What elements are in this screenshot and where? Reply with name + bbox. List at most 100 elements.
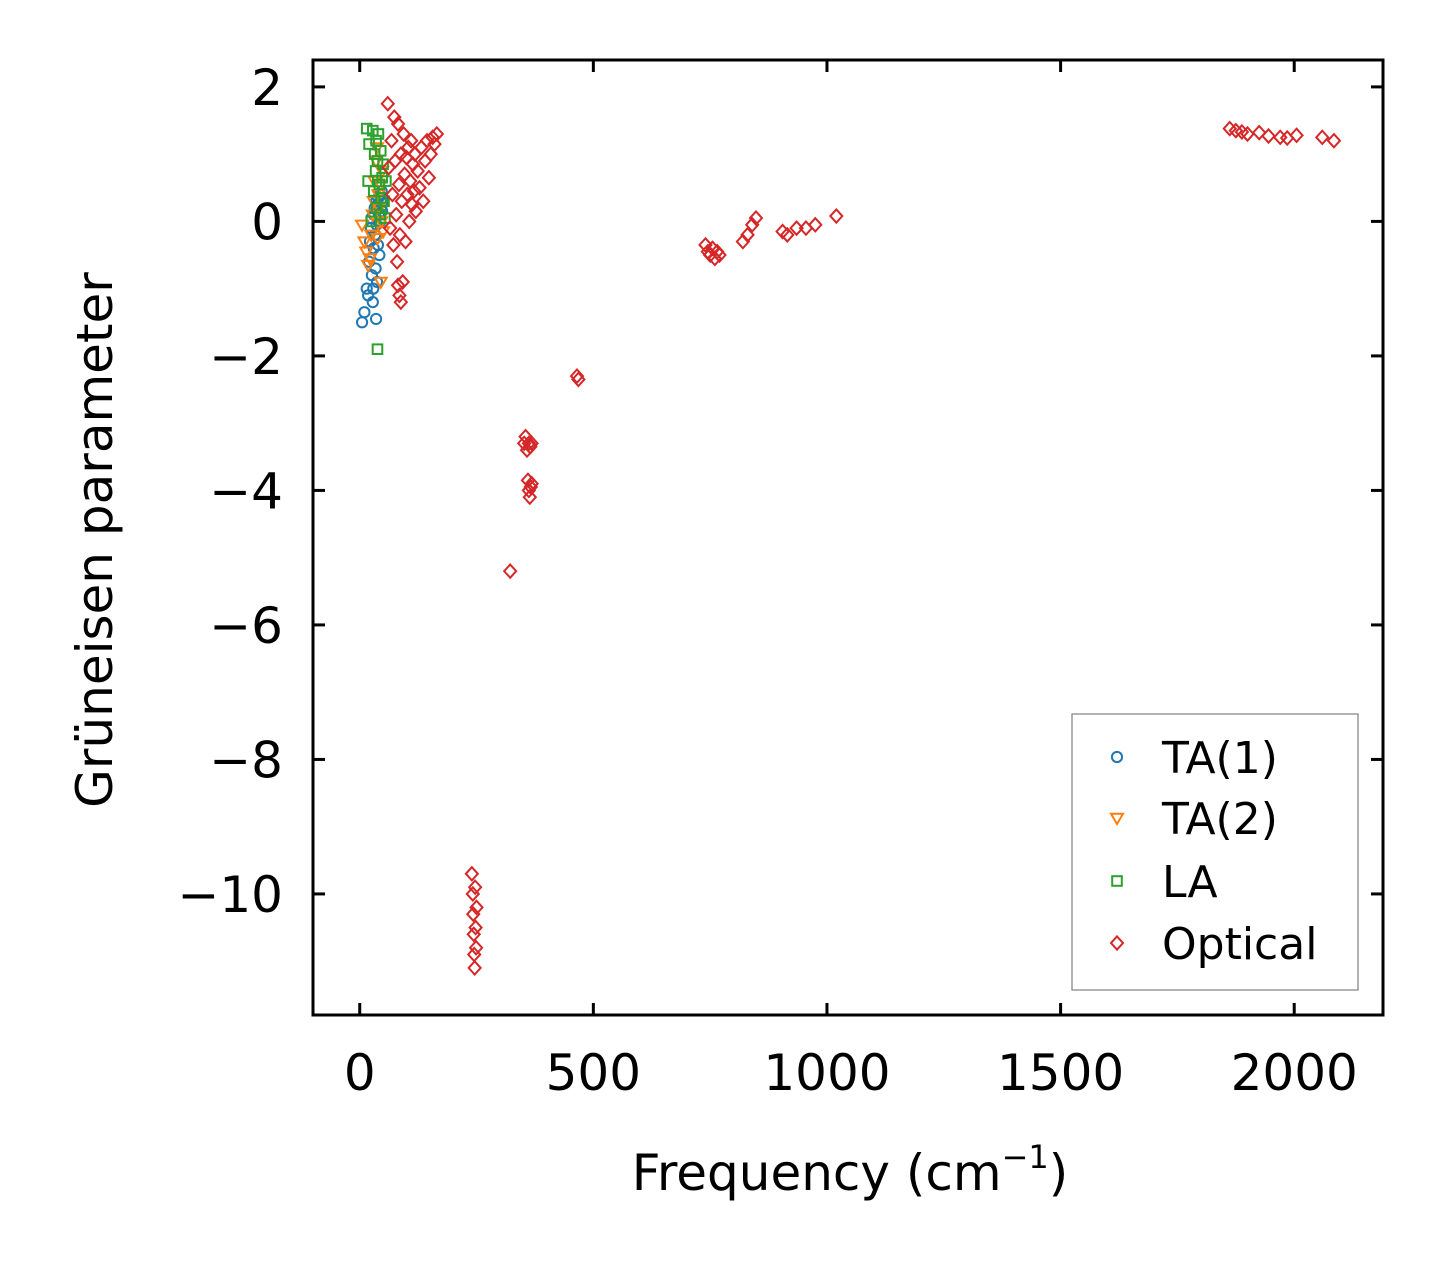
point-optical-95 [1326, 132, 1342, 149]
point-optical-38 [425, 129, 440, 146]
point-optical-88 [1240, 125, 1255, 143]
point-la-6 [368, 148, 381, 160]
point-optical-33 [415, 193, 431, 210]
point-optical-20 [400, 186, 415, 203]
point-optical-49 [467, 959, 483, 977]
point-optical-58 [521, 435, 537, 452]
point-la-16 [375, 192, 388, 204]
y-tick-label-0: 2 [251, 59, 283, 117]
x-axis-title-close: ) [1049, 1144, 1069, 1202]
point-optical-93 [1289, 127, 1304, 144]
x-axis-title-main: Frequency (cm [632, 1144, 1002, 1202]
point-optical-54 [502, 563, 518, 580]
point-optical-52 [468, 939, 484, 956]
point-optical-5 [386, 236, 401, 254]
point-la-13 [373, 178, 386, 191]
legend-label-optical: Optical [1162, 919, 1317, 970]
point-ta-2-5 [363, 229, 380, 243]
y-tick-label-2: −2 [209, 328, 283, 386]
x-tick-label-4: 2000 [1231, 1044, 1358, 1102]
legend-frame [1071, 713, 1359, 991]
point-optical-10 [390, 115, 406, 132]
point-ta-1-0 [355, 316, 369, 329]
point-la-11 [371, 343, 384, 355]
point-optical-51 [468, 919, 483, 936]
point-optical-9 [389, 253, 405, 270]
y-tick-label-5: −8 [209, 731, 283, 789]
point-optical-3 [384, 132, 399, 149]
point-optical-2 [382, 220, 398, 237]
point-ta-2-11 [369, 233, 386, 247]
legend-marker-ta-1 [1110, 750, 1124, 764]
point-ta-2-4 [362, 253, 378, 267]
point-ta-2-2 [358, 246, 375, 260]
point-ta-1-1 [358, 306, 371, 319]
point-optical-31 [412, 179, 427, 196]
point-optical-67 [571, 371, 586, 388]
x-axis-title-superscript: −1 [1002, 1138, 1049, 1176]
x-tick-label-2: 1000 [763, 1044, 890, 1102]
legend: TA(1) TA(2) LA Optical [1071, 713, 1359, 991]
axis-ticks [313, 60, 1383, 1015]
point-la-21 [380, 175, 392, 187]
legend-marker-optical [1109, 934, 1125, 952]
x-tick-label-3: 1500 [997, 1044, 1124, 1102]
point-ta-2-15 [373, 276, 389, 290]
point-optical-34 [417, 152, 433, 169]
point-optical-37 [423, 146, 439, 163]
point-optical-6 [386, 109, 402, 126]
point-optical-48 [466, 946, 482, 963]
point-optical-90 [1261, 127, 1276, 145]
point-optical-43 [390, 277, 406, 294]
point-optical-68 [698, 236, 713, 254]
legend-marker-la [1111, 875, 1123, 887]
point-optical-22 [401, 213, 417, 230]
legend-marker-ta-2 [1109, 812, 1125, 826]
legend-label-ta-1: TA(1) [1161, 733, 1278, 784]
point-la-19 [378, 195, 390, 208]
point-la-20 [379, 212, 391, 224]
point-optical-89 [1251, 124, 1267, 141]
axis-tick-labels: 0 500 1000 1500 2000 2 0 −2 −4 −6 −8 −10 [177, 59, 1357, 1102]
point-optical-44 [464, 865, 480, 882]
point-optical-39 [427, 135, 442, 153]
y-axis-title: Grüneisen parameter [66, 272, 124, 808]
point-optical-77 [744, 216, 760, 233]
data-marks [354, 95, 1342, 977]
point-optical-78 [748, 209, 764, 227]
point-optical-4 [385, 186, 400, 203]
point-optical-53 [469, 899, 484, 916]
point-optical-40 [429, 125, 445, 143]
point-optical-66 [569, 368, 585, 385]
point-optical-41 [392, 287, 407, 304]
point-la-0 [360, 122, 373, 135]
point-optical-63 [522, 489, 538, 506]
x-tick-label-0: 0 [344, 1044, 376, 1102]
point-ta-1-2 [360, 282, 373, 295]
point-optical-60 [524, 435, 540, 452]
point-ta-2-0 [354, 219, 370, 233]
point-optical-0 [380, 95, 396, 112]
point-optical-47 [466, 926, 482, 943]
point-optical-84 [828, 207, 844, 225]
point-optical-74 [712, 246, 727, 264]
point-optical-18 [398, 233, 413, 250]
point-optical-94 [1314, 129, 1330, 146]
point-optical-27 [406, 183, 422, 200]
point-optical-16 [396, 125, 411, 143]
point-optical-8 [388, 206, 404, 223]
point-optical-50 [467, 879, 483, 896]
point-optical-85 [1222, 120, 1238, 137]
y-tick-label-6: −10 [177, 866, 283, 924]
point-ta-2-18 [375, 226, 391, 240]
point-optical-83 [807, 216, 823, 233]
point-la-15 [374, 144, 387, 157]
point-ta-2-1 [356, 236, 373, 250]
point-optical-25 [404, 196, 420, 213]
point-ta-1-9 [366, 296, 379, 309]
point-optical-45 [465, 885, 481, 903]
y-tick-label-1: 0 [251, 193, 283, 251]
point-ta-1-10 [367, 282, 380, 295]
point-la-17 [376, 171, 388, 184]
